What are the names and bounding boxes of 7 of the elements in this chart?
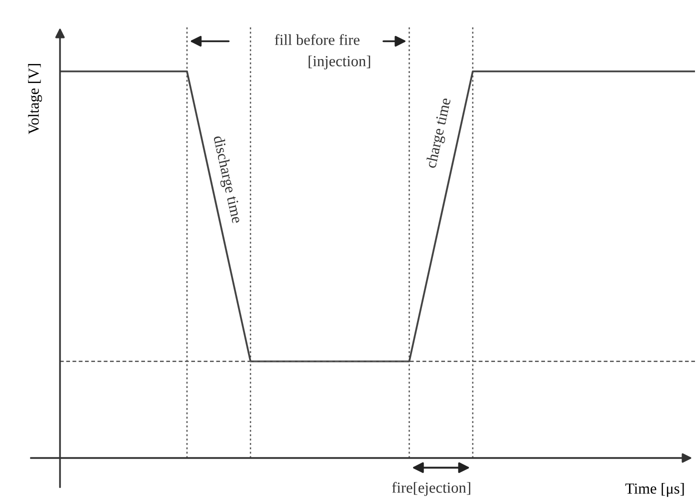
text: [injection]	[308, 56, 370, 70]
text: fire[ejection]	[392, 482, 470, 496]
annotation: charge time	[425, 97, 454, 170]
annotation: discharge time	[210, 135, 244, 224]
x-axis-title: Time [μs]	[625, 483, 684, 497]
text: fill before fire	[274, 34, 360, 46]
y-axis-title: Voltage [V]	[28, 64, 42, 134]
